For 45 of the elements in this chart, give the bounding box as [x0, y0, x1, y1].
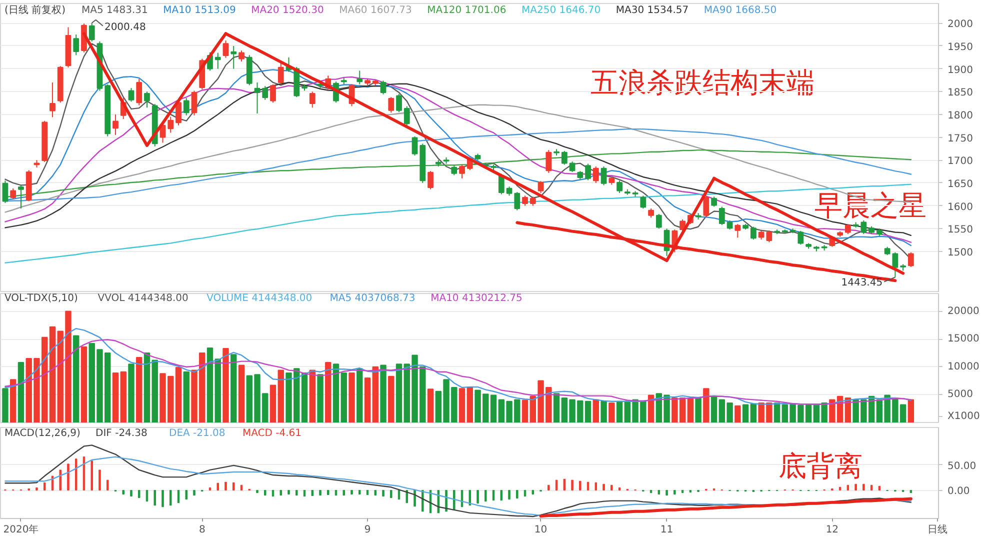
y-tick-label: 1550 — [948, 224, 973, 236]
y-tick-label: 50.00 — [948, 460, 976, 472]
y-tick-label: 1650 — [948, 178, 973, 190]
y-tick-label: 15000 — [948, 334, 980, 345]
x-tick-label: 2020年 — [3, 524, 39, 536]
x-tick-label: 8 — [198, 524, 206, 536]
chart-title: VOL-TDX(5,10) — [4, 293, 78, 304]
y-tick-label: 1950 — [948, 42, 973, 53]
y-tick-label: 20000 — [948, 306, 980, 317]
text: MA5 1483.31 — [82, 5, 148, 16]
x-tick-label: 9 — [364, 524, 371, 536]
y-tick-label: 0.00 — [948, 486, 970, 498]
text: MA120 1701.06 — [427, 5, 506, 16]
y-tick-label: 1600 — [948, 202, 973, 213]
text: MA30 1534.57 — [616, 5, 689, 16]
text: MA20 1520.30 — [251, 5, 324, 16]
x-tick-label: 11 — [660, 524, 674, 536]
y-tick-label: 1500 — [948, 247, 973, 258]
text: MACD -4.61 — [242, 428, 302, 439]
text: 1443.45 — [841, 278, 883, 289]
annotation: VOLUME 4144348.00 — [206, 293, 312, 304]
x-tick-label: 12 — [826, 524, 839, 536]
x-axis-title: 日线 — [928, 524, 948, 536]
y-tick-label: 1900 — [948, 64, 973, 76]
text: MA10 4130212.75 — [430, 293, 522, 304]
y-tick-label: 10000 — [948, 361, 980, 372]
y-tick-label: 1800 — [948, 110, 973, 122]
y-tick-label: 2000 — [948, 19, 973, 30]
y-tick-label: 1700 — [948, 156, 973, 168]
text: MA10 1513.09 — [163, 5, 236, 16]
y-tick-label: 1850 — [948, 88, 973, 99]
text: 2000.48 — [104, 22, 146, 33]
y-tick-label: 1750 — [948, 133, 973, 144]
text: MA5 4037068.73 — [330, 293, 416, 304]
chart-title: MACD(12,26,9) — [4, 428, 81, 439]
annotation: VVOL 4144348.00 — [98, 293, 188, 304]
text: MA60 1607.73 — [339, 5, 412, 16]
y-tick-label: 5000 — [948, 389, 973, 400]
chart-title: (日线 前复权) — [4, 4, 66, 16]
text: DEA -21.08 — [169, 428, 226, 439]
x-tick-label: 10 — [534, 524, 548, 536]
text: MA90 1668.50 — [704, 5, 777, 16]
series-label: DIF -24.38 — [96, 428, 148, 439]
text: MA250 1646.70 — [522, 5, 601, 16]
y-axis-title: X1000 — [948, 411, 980, 422]
